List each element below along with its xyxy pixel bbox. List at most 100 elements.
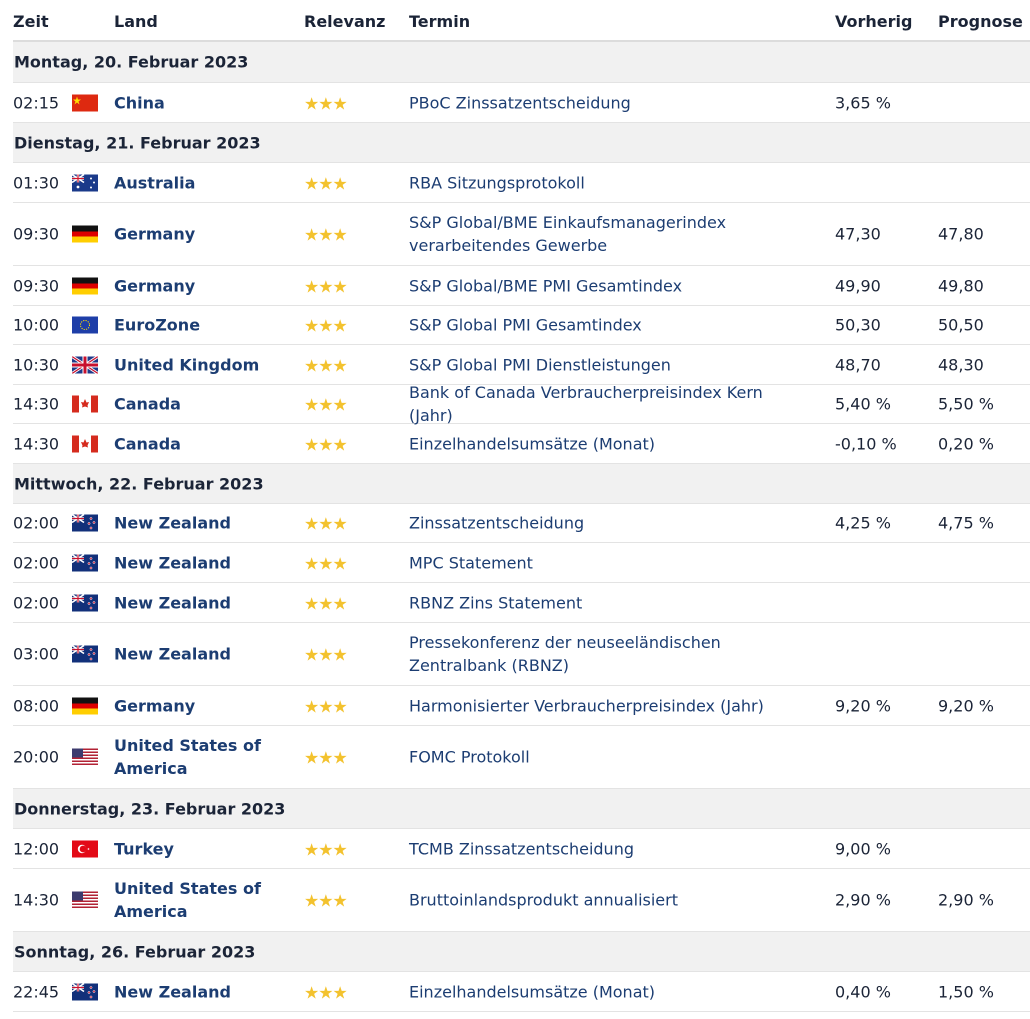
previous-value: 50,30 [835, 315, 881, 335]
country-link[interactable]: New Zealand [114, 644, 231, 664]
table-row: 12:00 Turkey ★★★ TCMB Zinssatzentscheidung 9… [13, 829, 1030, 869]
country-link[interactable]: Turkey [114, 839, 174, 858]
relevance-stars-icon: ★★★ [304, 593, 348, 614]
relevance-stars-icon: ★★★ [304, 355, 348, 376]
header-relevance: Relevanz [304, 12, 386, 31]
event-time: 02:00 [13, 553, 60, 572]
event-link[interactable]: TCMB Zinssatzentscheidung [409, 839, 634, 858]
event-link[interactable]: Zinssatzentscheidung [409, 513, 585, 533]
event-link[interactable]: S&P Global/BME Einkaufsmanagerindex vera… [409, 213, 727, 255]
header-previous: Vorherig [835, 12, 913, 31]
relevance-stars-icon: ★★★ [304, 395, 348, 416]
new-zealand-flag-icon [71, 982, 98, 1000]
event-link[interactable]: FOMC Protokoll [409, 747, 530, 767]
table-row: 01:30 Australia ★★★ RBA Sitzungsprotokoll [13, 163, 1030, 203]
event-link[interactable]: Pressekonferenz der neuseeländischen Zen… [409, 633, 721, 675]
country-link[interactable]: New Zealand [114, 593, 231, 612]
previous-value: 2,90 % [835, 890, 891, 910]
country-link[interactable]: New Zealand [114, 513, 231, 533]
forecast-value: 1,50 % [938, 982, 994, 1001]
event-link[interactable]: MPC Statement [409, 553, 533, 572]
day-label: Donnerstag, 23. Februar 2023 [14, 799, 286, 818]
country-link[interactable]: EuroZone [114, 315, 201, 335]
event-link[interactable]: S&P Global PMI Gesamtindex [409, 315, 642, 335]
table-row: 09:30 Germany ★★★ S&P Global/BME PMI Gesamt… [13, 266, 1030, 306]
table-row: 10:00 EuroZone ★★★ S&P Global PMI Gesamtind… [13, 306, 1030, 345]
event-link[interactable]: S&P Global/BME PMI Gesamtindex [409, 276, 683, 295]
table-row: 14:30 Canada ★★★ Bank of Canada Verbraucher… [13, 383, 1030, 425]
event-link[interactable]: RBNZ Zins Statement [409, 593, 583, 612]
day-label: Dienstag, 21. Februar 2023 [14, 133, 261, 152]
country-link[interactable]: Germany [114, 696, 196, 715]
forecast-value: 48,30 [938, 355, 984, 374]
relevance-stars-icon: ★★★ [304, 173, 348, 194]
relevance-stars-icon: ★★★ [304, 696, 348, 717]
relevance-stars-icon: ★★★ [304, 748, 348, 769]
header-time: Zeit [13, 12, 49, 31]
relevance-stars-icon: ★★★ [304, 514, 348, 535]
event-time: 09:30 [13, 224, 60, 244]
table-row: 03:00 New Zealand ★★★ Pressekonferenz der n… [13, 623, 1030, 686]
usa-flag-icon [72, 748, 98, 766]
forecast-value: 5,50 % [938, 394, 994, 414]
previous-value: 47,30 [835, 224, 881, 244]
previous-value: -0,10 % [835, 434, 897, 453]
country-link[interactable]: New Zealand [114, 553, 231, 572]
country-link[interactable]: United States of America [114, 879, 261, 921]
event-link[interactable]: S&P Global PMI Dienstleistungen [409, 355, 671, 374]
table-header: Zeit Land Relevanz Termin Vorherig Progn… [13, 0, 1030, 42]
day-label: Mittwoch, 22. Februar 2023 [14, 474, 264, 493]
event-time: 22:45 [13, 982, 60, 1001]
event-link[interactable]: Harmonisierter Verbraucherpreisindex (Ja… [409, 696, 764, 715]
country-link[interactable]: Canada [114, 434, 181, 453]
forecast-value: 47,80 [938, 224, 984, 244]
event-time: 02:00 [13, 593, 60, 612]
event-link[interactable]: PBoC Zinssatzentscheidung [409, 93, 631, 112]
table-row: 09:30 Germany ★★★ S&P Global/BME Einkaufsma… [13, 203, 1030, 266]
country-link[interactable]: United Kingdom [114, 355, 260, 374]
relevance-stars-icon: ★★★ [304, 93, 348, 114]
relevance-stars-icon: ★★★ [304, 891, 348, 912]
country-link[interactable]: New Zealand [114, 982, 231, 1001]
event-time: 08:00 [13, 696, 60, 715]
turkey-flag-icon [72, 840, 98, 857]
event-time: 03:00 [13, 644, 60, 664]
event-link[interactable]: Einzelhandelsumsätze (Monat) [409, 982, 656, 1001]
country-link[interactable]: United States of America [114, 736, 261, 778]
event-time: 01:30 [13, 173, 60, 192]
table-row: 08:00 Germany ★★★ Harmonisierter Verbrauche… [13, 686, 1030, 726]
new-zealand-flag-icon [71, 593, 98, 611]
day-label: Sonntag, 26. Februar 2023 [14, 942, 256, 961]
relevance-stars-icon: ★★★ [304, 982, 348, 1003]
event-link[interactable]: RBA Sitzungsprotokoll [409, 173, 585, 192]
event-time: 02:15 [13, 93, 60, 112]
previous-value: 4,25 % [835, 513, 891, 533]
event-link[interactable]: Einzelhandelsumsätze (Monat) [409, 434, 656, 453]
eurozone-flag-icon [72, 316, 98, 334]
table-row: 02:00 New Zealand ★★★ MPC Statement [13, 543, 1030, 583]
day-group-header: Montag, 20. Februar 2023 [13, 42, 1030, 83]
table-row: 02:15 China ★★★ PBoC Zinssatzentscheidung 3,… [13, 83, 1030, 123]
relevance-stars-icon: ★★★ [304, 276, 348, 297]
event-time: 10:00 [13, 315, 60, 335]
previous-value: 48,70 [835, 355, 881, 374]
country-link[interactable]: China [114, 93, 165, 112]
day-group-header: Dienstag, 21. Februar 2023 [13, 123, 1030, 163]
relevance-stars-icon: ★★★ [304, 434, 348, 455]
previous-value: 9,00 % [835, 839, 891, 858]
country-link[interactable]: Germany [114, 276, 196, 295]
australia-flag-icon [71, 173, 98, 191]
new-zealand-flag-icon [71, 553, 98, 571]
country-link[interactable]: Canada [114, 394, 181, 414]
country-link[interactable]: Australia [114, 173, 196, 192]
event-time: 10:30 [13, 355, 60, 374]
day-group-header: Mittwoch, 22. Februar 2023 [13, 464, 1030, 504]
event-link[interactable]: Bruttoinlandsprodukt annualisiert [409, 890, 678, 910]
event-link[interactable]: Bank of Canada Verbraucherpreisindex Ker… [409, 383, 763, 425]
country-link[interactable]: Germany [114, 224, 196, 244]
table-row: 14:30 United States of America ★★★ Bruttoin… [13, 869, 1030, 932]
usa-flag-icon [72, 891, 98, 909]
event-time: 12:00 [13, 839, 60, 858]
event-time: 02:00 [13, 513, 60, 533]
previous-value: 49,90 [835, 276, 881, 295]
